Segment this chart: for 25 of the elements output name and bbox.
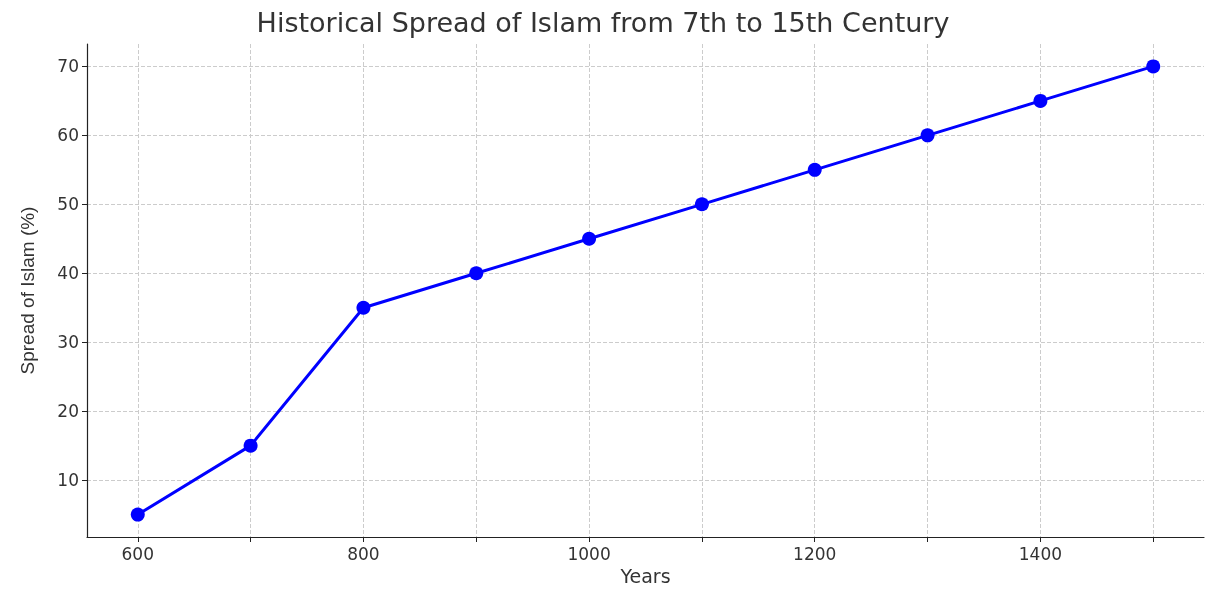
x-tick-label: 800: [347, 543, 380, 564]
chart-title: Historical Spread of Islam from 7th to 15th Century: [256, 7, 950, 38]
point: [694, 197, 709, 212]
y-tick-label: 50: [57, 194, 79, 215]
y-axis-title: Spread of Islam (%): [17, 206, 38, 375]
point: [130, 507, 145, 522]
x-tick-label: 1400: [1018, 543, 1063, 564]
x-axis-title: Years: [619, 565, 671, 588]
x-tick-label: 600: [121, 543, 154, 564]
x-tick-label: 1200: [793, 543, 837, 564]
y-tick-label: 70: [57, 56, 79, 77]
y-tick-label: 60: [57, 125, 79, 146]
point: [356, 300, 371, 315]
y-tick-label: 30: [57, 332, 79, 353]
point: [469, 266, 484, 281]
y-tick-label: 20: [57, 401, 79, 422]
point: [243, 438, 258, 453]
point: [807, 162, 822, 177]
y-tick-label: 40: [57, 263, 79, 284]
point: [582, 231, 597, 246]
point: [920, 128, 935, 143]
point: [1033, 93, 1048, 108]
y-tick-label: 10: [57, 470, 79, 491]
x-tick-label: 1000: [567, 543, 611, 564]
point: [1146, 59, 1161, 74]
